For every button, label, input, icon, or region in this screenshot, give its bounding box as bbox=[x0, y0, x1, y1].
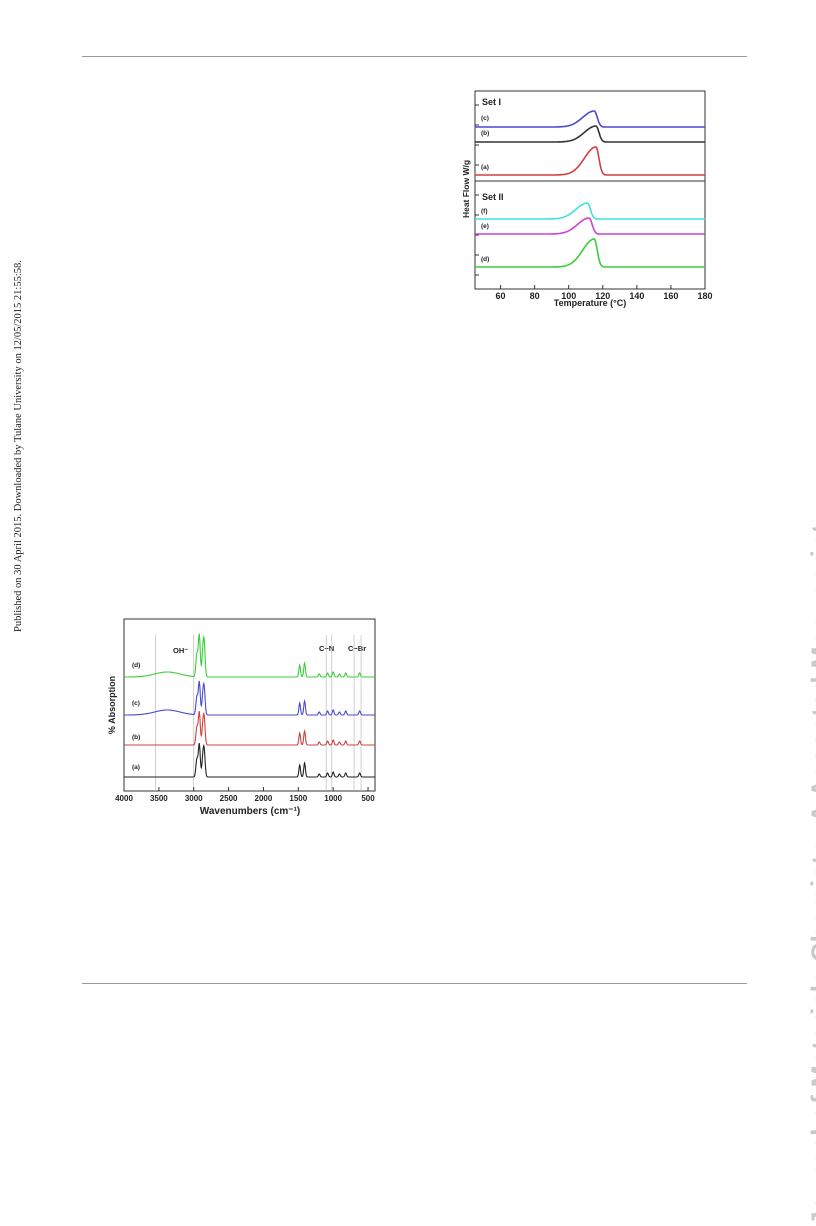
footer-rule bbox=[82, 983, 747, 984]
dsc-ylabel: Heat Flow W/g bbox=[461, 160, 471, 218]
ftir-series-label: (a) bbox=[132, 764, 140, 771]
dsc-xtick-label: 100 bbox=[561, 291, 576, 301]
cbr-annotation: C−Br bbox=[348, 644, 366, 653]
dsc-series-curve bbox=[475, 202, 705, 220]
dsc-series-curve bbox=[475, 110, 705, 128]
ftir-xtick-label: 500 bbox=[361, 794, 375, 803]
dsc-series-label: (e) bbox=[481, 223, 489, 230]
dsc-series-label: (b) bbox=[481, 130, 489, 137]
journal-watermark: Journal of Materials Chemistry A Accepte… bbox=[806, 524, 816, 1226]
publication-note: Published on 30 April 2015. Downloaded b… bbox=[13, 260, 24, 632]
set2-label: Set II bbox=[482, 192, 504, 202]
dsc-xlabel: Temperature (°C) bbox=[554, 298, 626, 308]
ftir-xtick-label: 4000 bbox=[115, 794, 133, 803]
ftir-xtick-label: 1500 bbox=[289, 794, 307, 803]
dsc-series-curve bbox=[475, 238, 705, 268]
dsc-chart: Set I Set II Heat Flow W/g Temperature (… bbox=[461, 90, 713, 308]
set1-label: Set I bbox=[482, 97, 501, 107]
oh-annotation: OH⁻ bbox=[173, 646, 188, 655]
ftir-ylabel: % Absorption bbox=[107, 676, 117, 734]
dsc-series-label: (c) bbox=[481, 115, 489, 122]
dsc-frame bbox=[474, 90, 706, 290]
ftir-xtick-label: 3500 bbox=[150, 794, 168, 803]
ftir-chart: % Absorption Wavenumbers (cm⁻¹) OH⁻ C−N … bbox=[107, 618, 376, 817]
dsc-series-label: (d) bbox=[481, 256, 489, 263]
ftir-series-label: (c) bbox=[132, 700, 140, 707]
dsc-xtick-label: 120 bbox=[595, 291, 610, 301]
dsc-series-label: (f) bbox=[481, 208, 488, 215]
dsc-xtick-label: 140 bbox=[629, 291, 644, 301]
ftir-series-curve bbox=[124, 680, 375, 716]
ftir-xtick-label: 1000 bbox=[324, 794, 342, 803]
dsc-xtick-label: 160 bbox=[663, 291, 678, 301]
dsc-series-curve bbox=[475, 217, 705, 235]
cn-annotation: C−N bbox=[319, 644, 334, 653]
header-rule bbox=[82, 56, 747, 57]
ftir-series-label: (d) bbox=[132, 662, 140, 669]
dsc-series-curve bbox=[475, 125, 705, 143]
ftir-series-curve bbox=[124, 743, 375, 778]
dsc-xtick-label: 180 bbox=[697, 291, 712, 301]
ftir-xtick-label: 2500 bbox=[220, 794, 238, 803]
dsc-series-label: (a) bbox=[481, 164, 489, 171]
ftir-frame bbox=[123, 618, 376, 792]
ftir-xlabel: Wavenumbers (cm⁻¹) bbox=[200, 806, 300, 817]
ftir-xtick-label: 3000 bbox=[185, 794, 203, 803]
dsc-xtick-label: 80 bbox=[530, 291, 540, 301]
ftir-series-curve bbox=[124, 633, 375, 678]
dsc-xtick-label: 60 bbox=[496, 291, 506, 301]
ftir-xtick-label: 2000 bbox=[255, 794, 273, 803]
ftir-series-curve bbox=[124, 711, 375, 746]
ftir-series-label: (b) bbox=[132, 734, 140, 741]
ftir-figure: % Absorption Wavenumbers (cm⁻¹) OH⁻ C−N … bbox=[106, 615, 382, 821]
dsc-series-curve bbox=[475, 146, 705, 176]
dsc-figure: Set I Set II Heat Flow W/g Temperature (… bbox=[456, 85, 716, 317]
